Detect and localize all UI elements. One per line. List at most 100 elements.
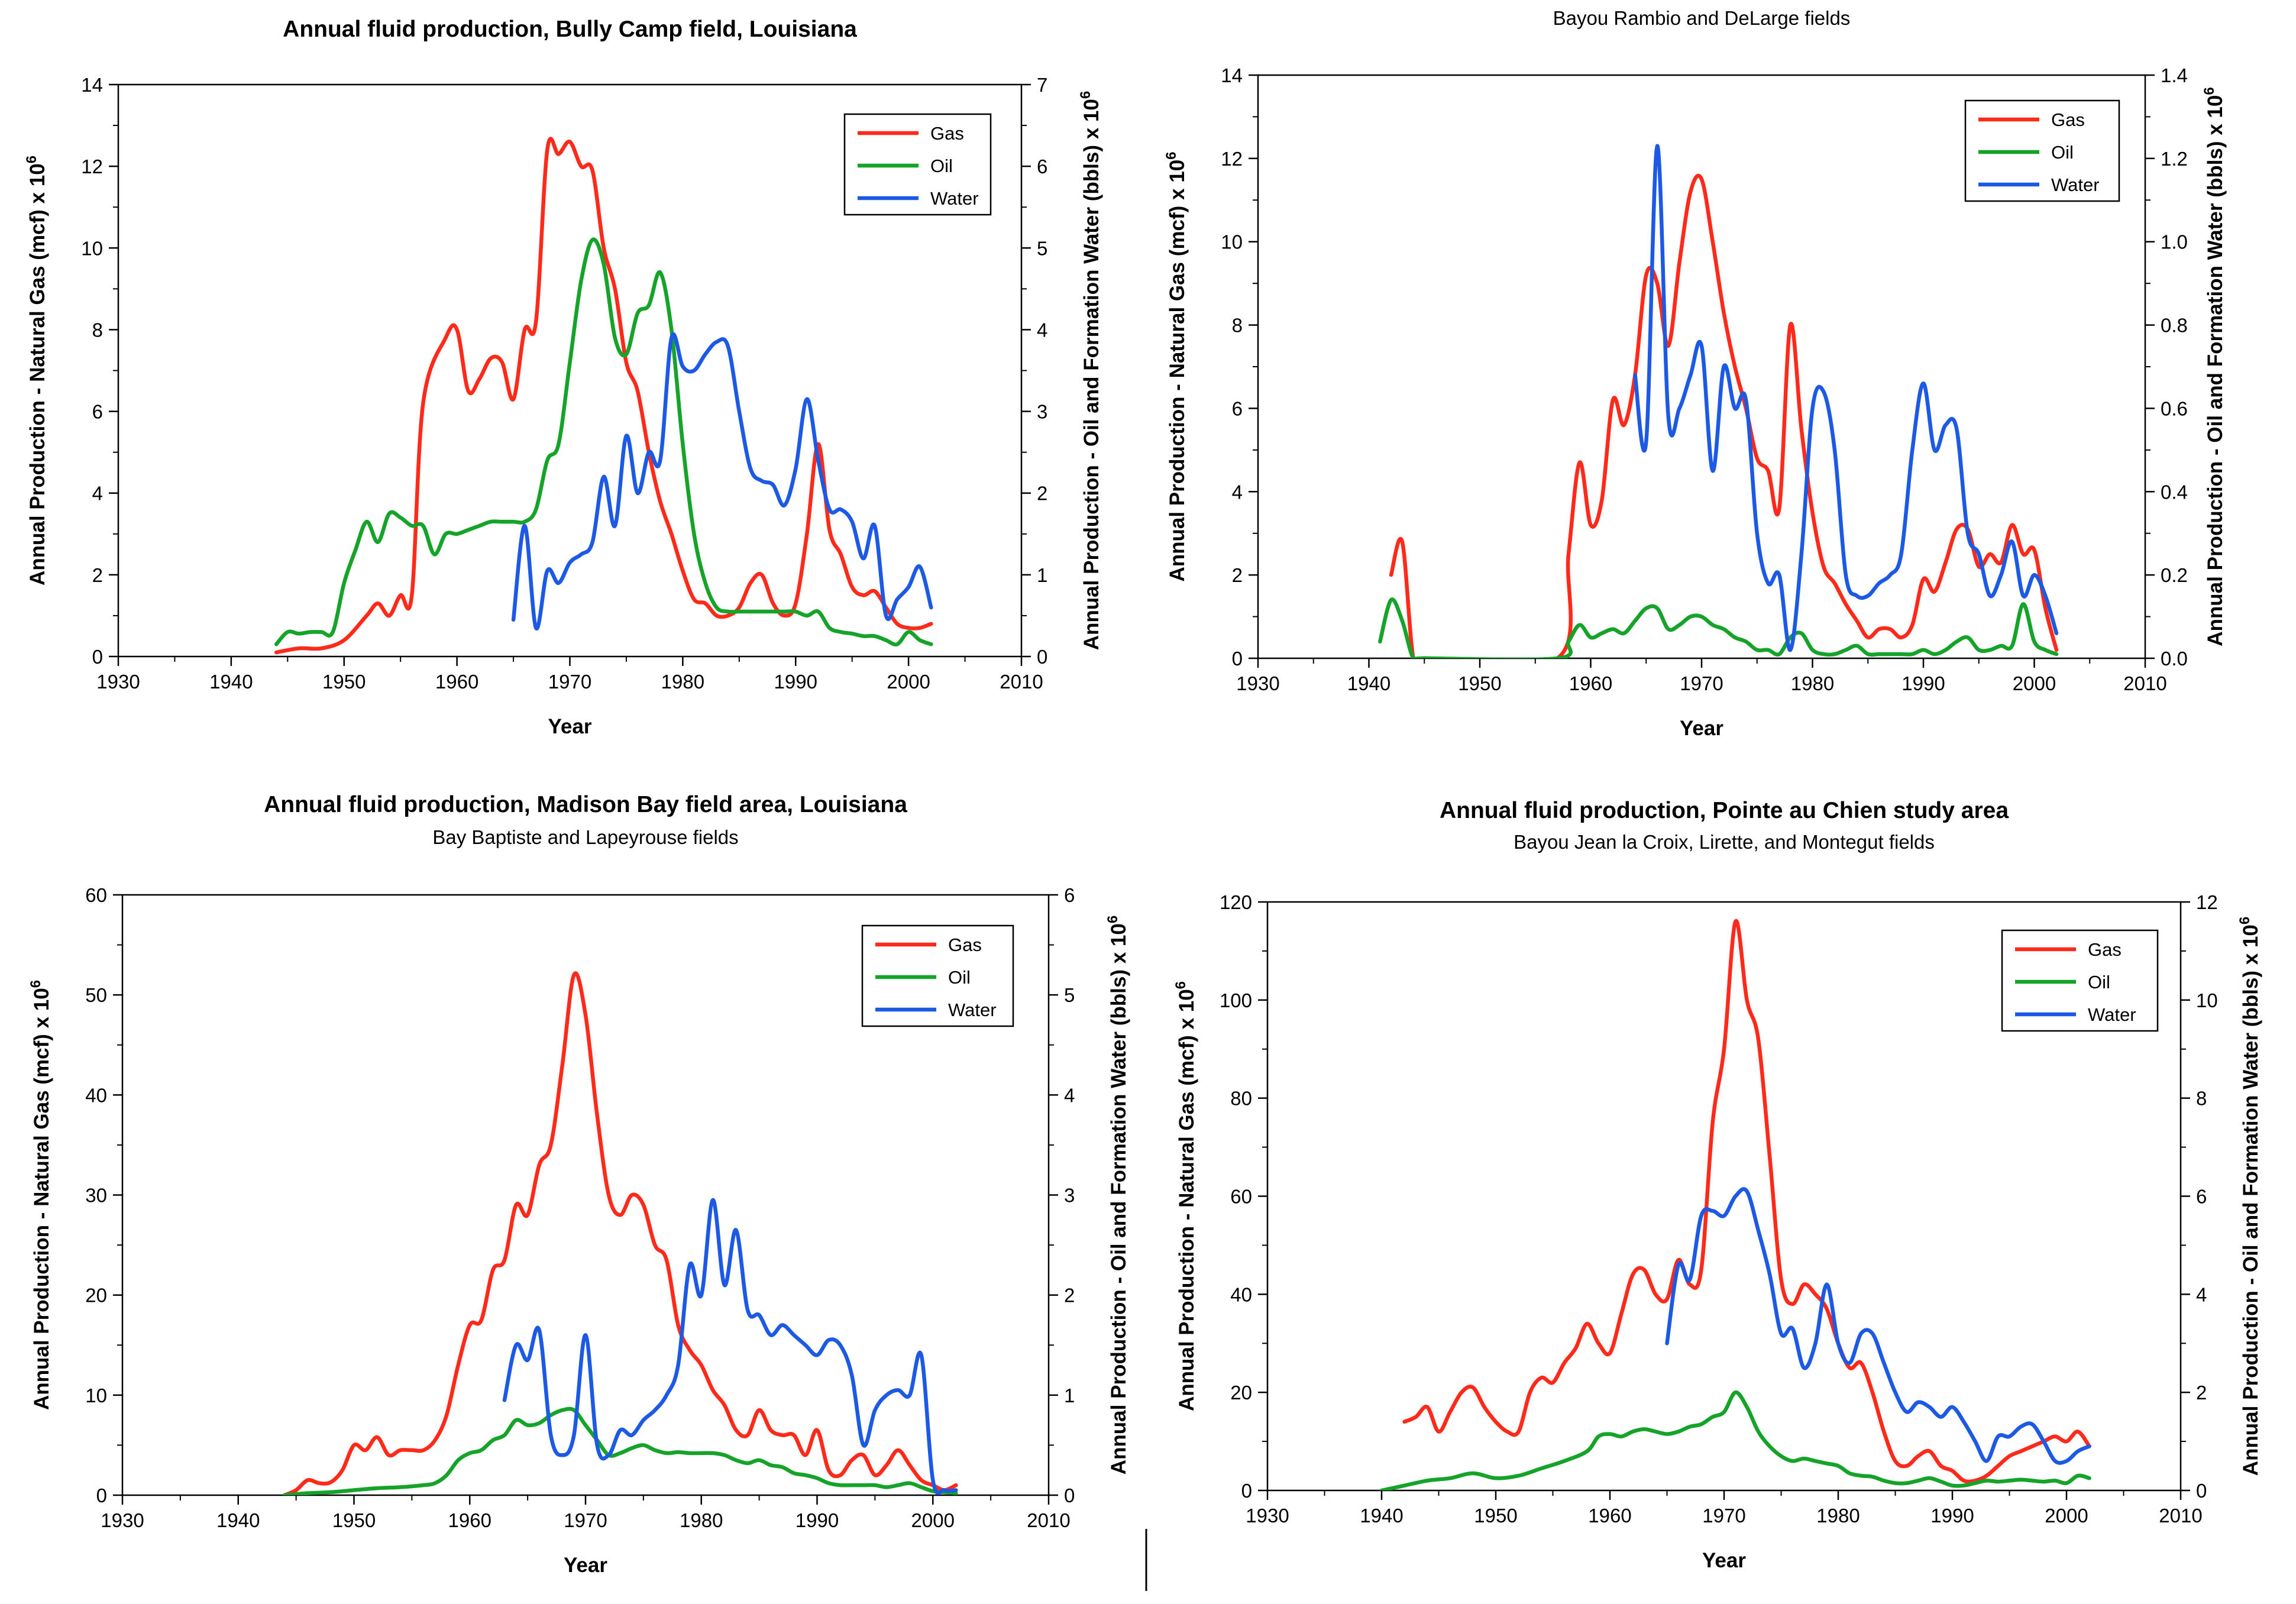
x-tick-label: 1950 [332,1509,376,1531]
x-tick-label: 1960 [1569,672,1612,694]
x-tick-label: 1970 [564,1509,607,1531]
legend-label-water: Water [930,188,979,209]
series-group [282,971,958,1495]
series-line-water [502,1198,958,1495]
y-tick-label: 14 [1221,64,1243,86]
y-tick-label: 0 [1232,648,1243,670]
x-tick-label: 1950 [1458,672,1501,694]
x-tick-label: 1940 [216,1509,260,1531]
y-tick-label: 10 [81,237,103,259]
y2-tick-label: 4 [1037,319,1047,341]
y2-tick-label: 5 [1037,237,1047,259]
x-tick-label: 1990 [1902,672,1945,694]
y2-tick-label: 5 [1064,984,1075,1006]
x-tick-label: 1990 [795,1509,839,1531]
y2-tick-label: 0 [1037,646,1047,668]
y-axis-right: 0 2 4 6 8 10 12 [2181,891,2218,1502]
x-tick-label: 1970 [548,671,591,693]
legend-label-water: Water [2051,174,2100,195]
x-tick-label: 1990 [1930,1505,1974,1527]
y-axis-label-left: Annual Production - Natural Gas (mcf) x … [1163,151,1189,581]
series-group [1378,144,2059,658]
y2-tick-label: 1.0 [2161,231,2188,253]
y-tick-label: 40 [85,1084,107,1106]
legend-label-oil: Oil [2051,142,2074,163]
y2-tick-label: 4 [2196,1283,2207,1305]
x-tick-label: 1930 [1236,672,1279,694]
chart-panel-3: Annual fluid production, Madison Bay fie… [28,792,1130,1577]
x-axis: 1930 1940 1950 1960 1970 1980 1990 2000 2010 [101,1495,1071,1531]
legend-label-gas: Gas [948,934,982,955]
y2-tick-label: 0.8 [2161,315,2188,337]
y-axis-label-right: Annual Production - Oil and Formation Wa… [2237,917,2262,1476]
legend-label-gas: Gas [930,123,964,144]
legend: Gas Oil Water [1964,99,2120,202]
series-line-water [1633,144,2059,652]
y-tick-label: 30 [85,1185,107,1207]
y-axis-left: 0 10 20 30 40 50 60 [85,884,122,1506]
y-tick-label: 6 [1232,397,1243,419]
legend: Gas Oil Water [843,113,992,216]
y2-tick-label: 4 [1064,1084,1075,1106]
x-tick-label: 1970 [1702,1505,1745,1527]
legend-label-gas: Gas [2051,109,2085,130]
x-tick-label: 1990 [774,671,817,693]
y-axis-left: 0 2 4 6 8 10 12 14 [81,74,118,668]
x-axis: 1930 1940 1950 1960 1970 1980 1990 2000 2010 [96,657,1043,693]
x-axis: 1930 1940 1950 1960 1970 1980 1990 2000 2010 [1236,658,2167,694]
legend: Gas Oil Water [861,924,1014,1027]
series-line-gas [274,137,933,655]
chart-subtitle: Bayou Rambio and DeLarge fields [1553,7,1851,29]
y-tick-label: 10 [85,1385,107,1406]
y2-tick-label: 1 [1037,564,1047,586]
y-tick-label: 14 [81,74,103,96]
y2-tick-label: 2 [1064,1285,1075,1307]
x-tick-label: 2010 [1027,1509,1070,1531]
y-tick-label: 100 [1220,989,1252,1011]
x-tick-label: 2010 [1000,671,1043,693]
y2-tick-label: 0 [1064,1485,1075,1506]
y2-tick-label: 3 [1037,401,1047,423]
y2-tick-label: 0.4 [2161,481,2188,503]
x-tick-label: 1980 [661,671,704,693]
x-tick-label: 1980 [680,1509,723,1531]
legend: Gas Oil Water [2001,929,2159,1032]
y-tick-label: 4 [92,483,103,505]
legend-label-oil: Oil [930,156,953,176]
x-tick-label: 1930 [96,671,140,693]
y-axis-label-right: Annual Production - Oil and Formation Wa… [1105,916,1130,1474]
y2-tick-label: 10 [2196,989,2218,1011]
y-axis-right: 0.0 0.2 0.4 0.6 0.8 1.0 1.2 1.4 [2145,64,2188,670]
x-axis: 1930 1940 1950 1960 1970 1980 1990 2000 2010 [1246,1490,2203,1527]
legend-label-oil: Oil [948,967,971,988]
legend-label-water: Water [2088,1004,2136,1025]
x-axis-label: Year [548,715,592,738]
chart-title: Annual fluid production, Madison Bay fie… [264,792,907,817]
y-axis-label-left: Annual Production - Natural Gas (mcf) x … [28,980,53,1410]
y2-tick-label: 6 [1037,156,1047,177]
y-tick-label: 50 [85,984,107,1006]
series-line-oil [282,1406,958,1495]
y2-tick-label: 8 [2196,1088,2207,1110]
y2-tick-label: 2 [2196,1382,2207,1404]
chart-subtitle: Bayou Jean la Croix, Lirette, and Monteg… [1514,831,1935,853]
x-tick-label: 1960 [435,671,478,693]
x-tick-label: 1940 [1360,1505,1403,1527]
y2-tick-label: 6 [2196,1186,2207,1208]
series-line-water [1665,1187,2091,1465]
y-tick-label: 40 [1230,1283,1252,1305]
y2-tick-label: 0.0 [2161,648,2188,670]
series-line-gas [1402,919,2091,1484]
series-line-gas [1389,173,2059,658]
chart-title: Annual fluid production, Pointe au Chien… [1440,798,2009,823]
y-tick-label: 0 [96,1485,107,1506]
y-tick-label: 2 [92,564,103,586]
y-axis-left: 0 2 4 6 8 10 12 14 [1221,64,1258,670]
x-tick-label: 1950 [322,671,366,693]
y-tick-label: 60 [85,884,107,906]
chart-title: Annual fluid production, Bully Camp fiel… [283,17,857,42]
x-axis-label: Year [1702,1549,1746,1572]
series-group [1379,919,2091,1490]
x-tick-label: 1960 [448,1509,491,1531]
